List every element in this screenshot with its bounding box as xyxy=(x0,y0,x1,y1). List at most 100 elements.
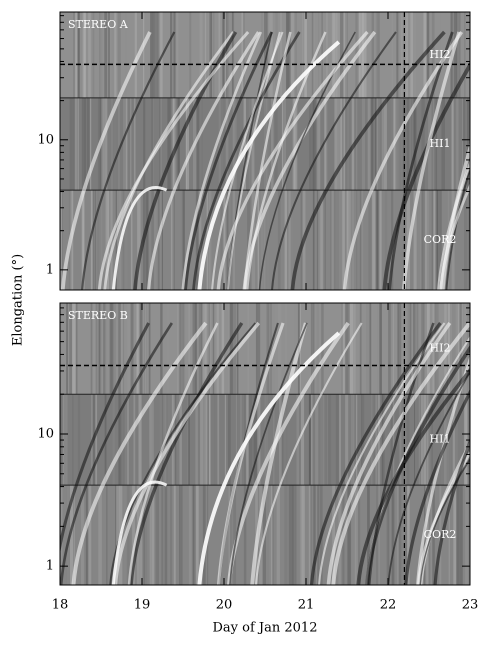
texture xyxy=(185,97,187,191)
texture xyxy=(150,97,153,191)
texture xyxy=(310,394,313,486)
texture xyxy=(338,485,341,585)
texture xyxy=(160,303,163,395)
texture xyxy=(222,190,226,290)
texture xyxy=(194,303,198,395)
texture xyxy=(413,190,417,290)
texture xyxy=(150,12,153,98)
texture xyxy=(411,97,415,191)
texture xyxy=(72,394,75,486)
texture xyxy=(296,394,300,486)
texture xyxy=(417,190,421,290)
texture xyxy=(112,303,116,395)
texture xyxy=(148,485,151,585)
texture xyxy=(356,394,358,486)
texture xyxy=(105,190,109,290)
texture xyxy=(213,12,215,98)
texture xyxy=(117,12,121,98)
texture xyxy=(288,190,292,290)
texture xyxy=(463,394,467,486)
texture xyxy=(111,97,113,191)
texture xyxy=(151,485,155,585)
texture xyxy=(400,12,403,98)
texture xyxy=(272,394,275,486)
texture xyxy=(286,12,290,98)
texture xyxy=(291,485,294,585)
texture xyxy=(212,303,215,395)
texture xyxy=(122,190,125,290)
texture xyxy=(431,394,433,486)
texture xyxy=(381,97,384,191)
texture xyxy=(420,394,424,486)
texture xyxy=(409,303,412,395)
texture xyxy=(142,303,146,395)
texture xyxy=(137,190,141,290)
texture xyxy=(182,190,185,290)
texture xyxy=(179,394,182,486)
texture xyxy=(316,303,319,395)
texture xyxy=(435,303,439,395)
texture xyxy=(424,394,427,486)
texture xyxy=(146,190,149,290)
texture xyxy=(72,303,76,395)
texture xyxy=(417,190,420,290)
texture xyxy=(145,190,149,290)
texture xyxy=(310,303,315,395)
texture xyxy=(427,394,430,486)
texture xyxy=(199,303,203,395)
texture xyxy=(159,394,163,486)
region-label: HI2 xyxy=(430,342,451,355)
texture xyxy=(243,97,246,191)
texture xyxy=(448,485,450,585)
texture xyxy=(459,303,462,395)
texture xyxy=(235,97,237,191)
texture xyxy=(432,97,436,191)
texture xyxy=(280,394,284,486)
texture xyxy=(161,190,163,290)
texture xyxy=(292,190,296,290)
texture xyxy=(87,97,90,191)
texture xyxy=(359,190,362,290)
texture xyxy=(340,97,342,191)
texture xyxy=(452,394,455,486)
texture xyxy=(468,190,470,290)
texture xyxy=(406,97,410,191)
texture xyxy=(317,12,320,98)
texture xyxy=(375,190,379,290)
texture xyxy=(312,12,315,98)
texture xyxy=(201,97,203,191)
texture xyxy=(350,394,355,486)
texture xyxy=(192,485,195,585)
texture xyxy=(304,12,307,98)
texture xyxy=(436,190,439,290)
texture xyxy=(150,97,153,191)
track xyxy=(81,31,176,290)
texture xyxy=(239,394,242,486)
texture xyxy=(270,485,273,585)
texture xyxy=(401,97,405,191)
texture xyxy=(371,394,375,486)
texture xyxy=(289,12,291,98)
texture xyxy=(426,190,428,290)
texture xyxy=(75,12,78,98)
texture xyxy=(426,394,429,486)
texture xyxy=(284,97,286,191)
x-axis-label: Day of Jan 2012 xyxy=(213,621,318,636)
texture xyxy=(347,485,351,585)
texture xyxy=(266,394,269,486)
texture xyxy=(116,485,119,585)
texture xyxy=(382,394,385,486)
texture xyxy=(76,12,79,98)
texture xyxy=(204,394,207,486)
texture xyxy=(439,190,442,290)
texture xyxy=(133,485,137,585)
texture xyxy=(90,190,93,290)
track xyxy=(382,61,470,290)
texture xyxy=(66,303,68,395)
x-tick-label: 23 xyxy=(462,598,479,613)
texture xyxy=(167,97,171,191)
texture xyxy=(369,303,372,395)
texture xyxy=(257,394,261,486)
texture xyxy=(75,97,77,191)
